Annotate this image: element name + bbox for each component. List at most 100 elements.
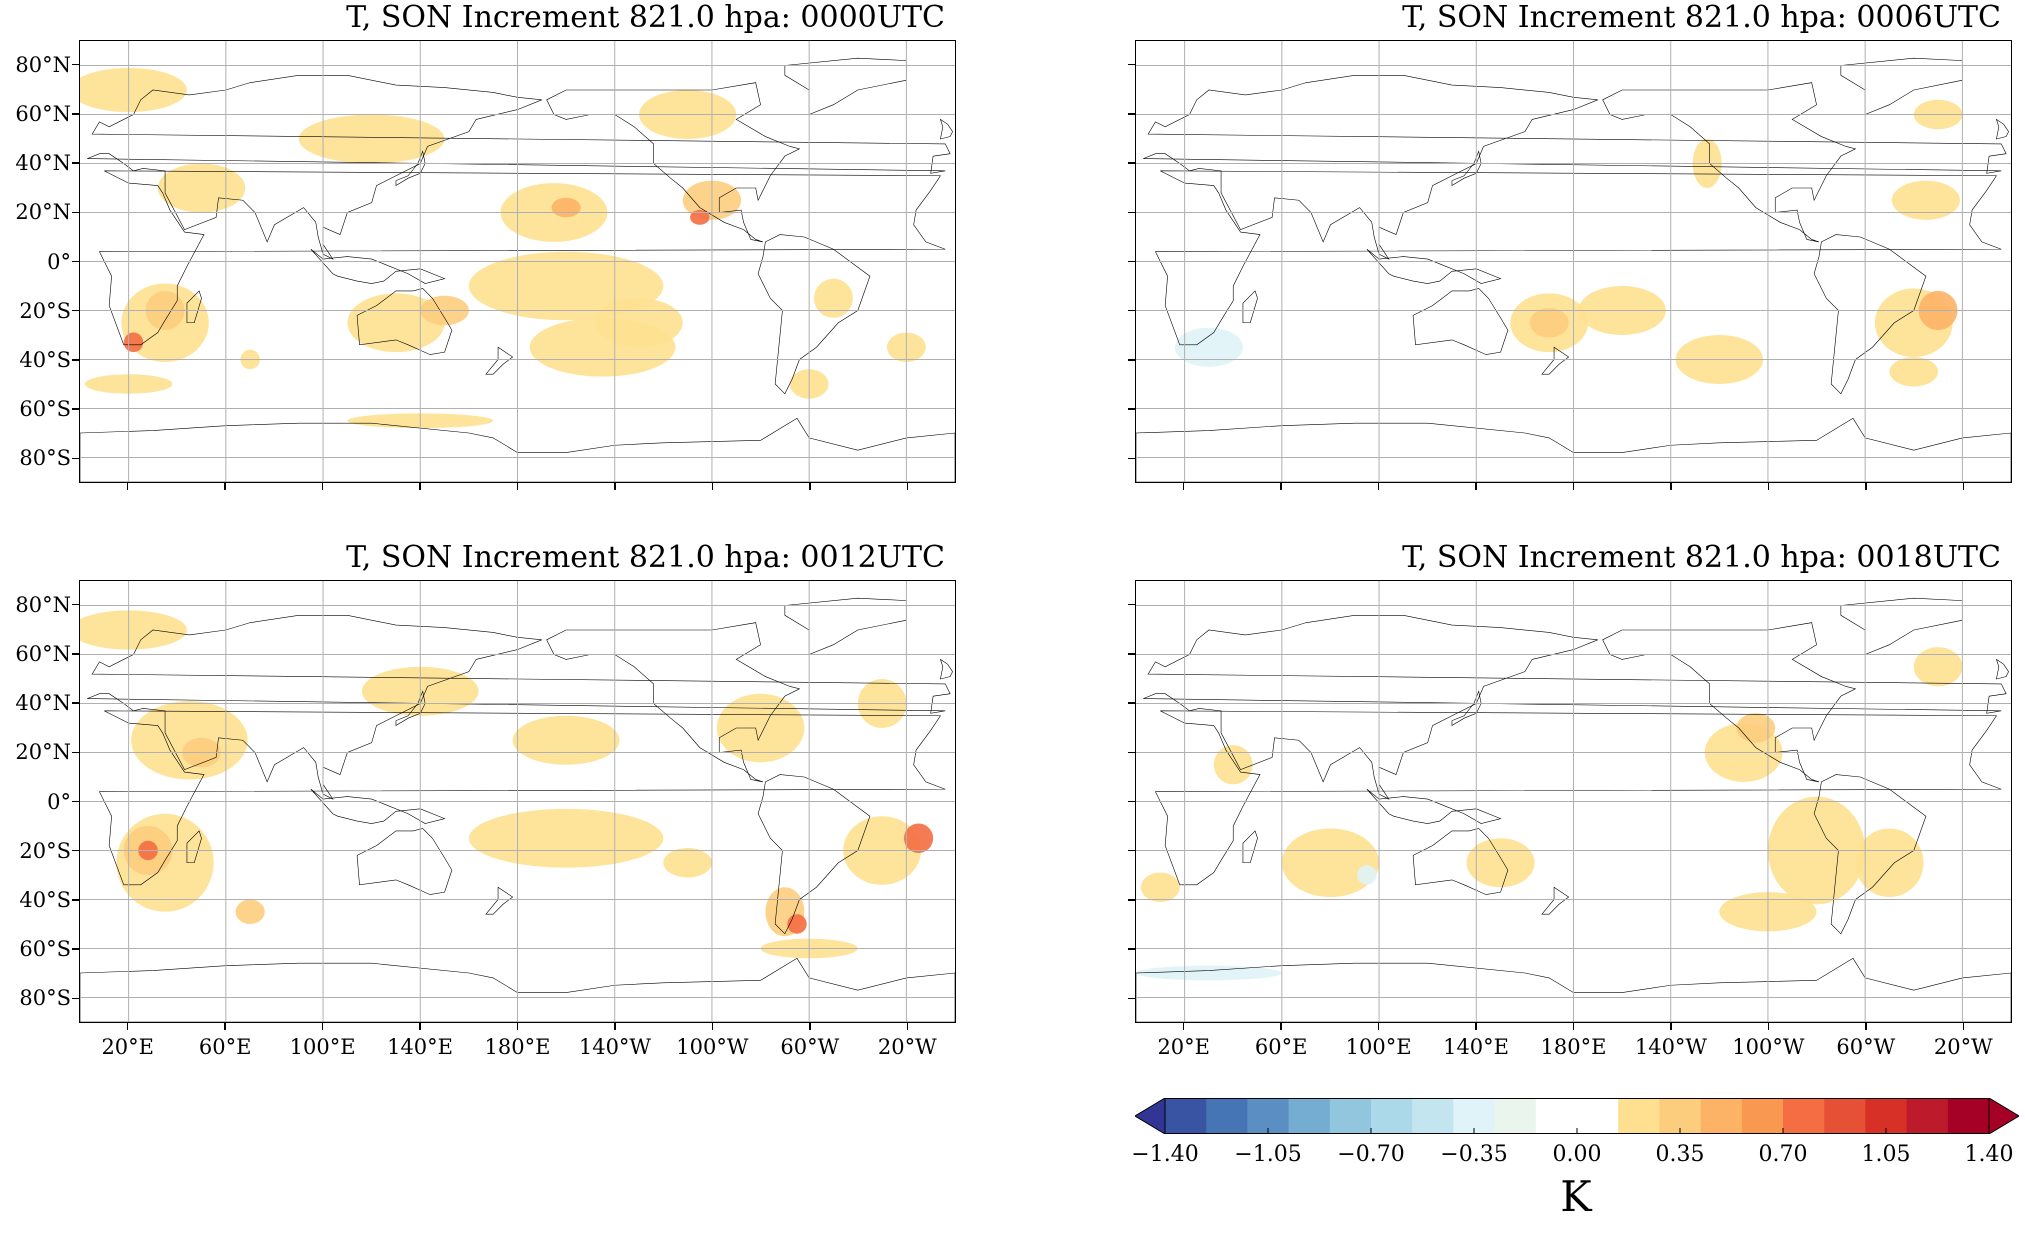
lon-tick xyxy=(126,483,129,490)
lat-label: 80°S xyxy=(19,986,71,1011)
colorbar-bin xyxy=(1412,1098,1454,1134)
colorbar-tick-label: −0.35 xyxy=(1440,1142,1508,1167)
lat-tick xyxy=(72,408,79,410)
coastline-japan xyxy=(1452,691,1481,725)
lat-label: 40°S xyxy=(19,887,71,912)
colorbar-tick-label: 0.35 xyxy=(1655,1142,1705,1167)
lat-label: 60°N xyxy=(15,641,71,666)
lon-label: 100°W xyxy=(676,1035,749,1059)
coastline-greenland xyxy=(1841,598,1963,654)
coastline-africa xyxy=(1155,711,2001,885)
lat-label: 60°S xyxy=(19,937,71,962)
map-canvas xyxy=(1136,581,2011,1022)
lat-tick xyxy=(72,948,79,950)
map-panel-0006utc: T, SON Increment 821.0 hpa: 0006UTC xyxy=(1056,0,2012,512)
lat-tick xyxy=(72,997,79,1000)
lat-tick xyxy=(72,899,79,901)
lat-tick xyxy=(72,162,79,164)
coastline-greenland xyxy=(1841,58,1963,114)
lat-tick xyxy=(72,260,79,263)
coastline-north_america xyxy=(1603,83,1856,242)
map-panel-0012utc: T, SON Increment 821.0 hpa: 0012UTC 80°N… xyxy=(0,540,956,1058)
lon-tick xyxy=(1767,1023,1770,1030)
lon-tick xyxy=(126,1023,129,1030)
coastline-indonesia xyxy=(311,249,445,283)
coastline-uk xyxy=(1996,119,2008,139)
panel-title: T, SON Increment 821.0 hpa: 0006UTC xyxy=(1402,0,2001,35)
coastline-south_america xyxy=(1814,775,1926,934)
lon-tick xyxy=(809,1023,811,1030)
lat-tick xyxy=(72,603,79,606)
lat-label: 80°S xyxy=(19,446,71,471)
lon-label: 60°E xyxy=(1254,1035,1308,1059)
map-panel-0000utc: T, SON Increment 821.0 hpa: 0000UTC 80°N… xyxy=(0,0,956,512)
colorbar-tick-label: −1.40 xyxy=(1131,1142,1199,1167)
colorbar-unit-label: K xyxy=(1560,1172,1592,1221)
colorbar-bin xyxy=(1535,1098,1578,1134)
lat-tick xyxy=(1128,211,1135,214)
lon-tick xyxy=(1377,1023,1380,1030)
lat-tick xyxy=(72,653,79,655)
coastline-north_america xyxy=(547,623,800,782)
lon-label: 20°E xyxy=(1157,1035,1210,1059)
coastline-uk xyxy=(940,119,952,139)
coastline-south_america xyxy=(1814,235,1926,394)
lat-tick xyxy=(1128,603,1135,606)
lon-tick xyxy=(1767,483,1770,490)
lon-tick xyxy=(1182,1023,1185,1030)
lon-label: 60°W xyxy=(1836,1035,1896,1059)
lat-label: 60°S xyxy=(19,397,71,422)
lon-tick xyxy=(224,1023,226,1030)
colorbar-tick-label: −0.70 xyxy=(1337,1142,1405,1167)
lon-label: 140°E xyxy=(1443,1035,1510,1059)
colorbar-extend-max xyxy=(1988,1098,2019,1134)
coastline-japan xyxy=(396,151,425,185)
lon-label: 140°W xyxy=(578,1035,652,1059)
coastline-uk xyxy=(940,659,952,679)
lat-label: 20°S xyxy=(19,838,71,863)
lon-tick xyxy=(1475,483,1477,490)
colorbar-extend-min xyxy=(1135,1098,1166,1134)
colorbar-bin xyxy=(1577,1098,1619,1134)
lat-tick xyxy=(1128,849,1135,852)
lat-label: 40°N xyxy=(15,151,71,176)
lat-tick xyxy=(72,359,79,361)
coastline-eurasia xyxy=(1143,75,2006,259)
colorbar-tick-label: 0.70 xyxy=(1758,1142,1808,1167)
lat-label: 80°N xyxy=(15,592,71,617)
colorbar-bin xyxy=(1741,1098,1784,1134)
lon-tick xyxy=(1182,483,1185,490)
colorbar: K −1.40 −1.05 −0.70 −0.35 0.00 0.35 0.70 1.05 1.… xyxy=(1131,1098,2019,1221)
lon-tick xyxy=(516,483,519,490)
coastline-indonesia xyxy=(311,789,445,823)
coastline-uk xyxy=(1996,659,2008,679)
lat-tick xyxy=(1128,899,1135,901)
coastline-greenland xyxy=(785,598,907,654)
lon-tick xyxy=(1670,1023,1672,1030)
lon-label: 100°E xyxy=(289,1035,356,1059)
panel-title: T, SON Increment 821.0 hpa: 0012UTC xyxy=(346,540,945,575)
coastline-africa xyxy=(1155,171,2001,345)
lon-tick xyxy=(809,483,811,490)
lon-label: 60°E xyxy=(198,1035,252,1059)
lon-tick xyxy=(1280,1023,1282,1030)
colorbar-bin xyxy=(1494,1098,1537,1134)
coastline-south_america xyxy=(758,775,870,934)
lon-tick xyxy=(906,1023,909,1030)
coastline-south_america xyxy=(758,235,870,394)
lon-tick xyxy=(614,1023,616,1030)
lat-tick xyxy=(72,702,79,704)
lat-label: 40°S xyxy=(19,347,71,372)
lon-tick xyxy=(1670,483,1672,490)
colorbar-bin xyxy=(1288,1098,1331,1134)
lat-label: 0° xyxy=(47,249,71,274)
lat-tick xyxy=(1128,702,1135,704)
lat-label: 80°N xyxy=(15,52,71,77)
lat-tick xyxy=(1128,359,1135,361)
lon-tick xyxy=(321,1023,324,1030)
map-panel-0018utc: T, SON Increment 821.0 hpa: 0018UTC 20°E… xyxy=(1056,540,2012,1058)
lat-tick xyxy=(72,63,79,66)
coastline-new_zealand xyxy=(486,887,513,914)
lon-tick xyxy=(1377,483,1380,490)
lon-label: 60°W xyxy=(780,1035,840,1059)
